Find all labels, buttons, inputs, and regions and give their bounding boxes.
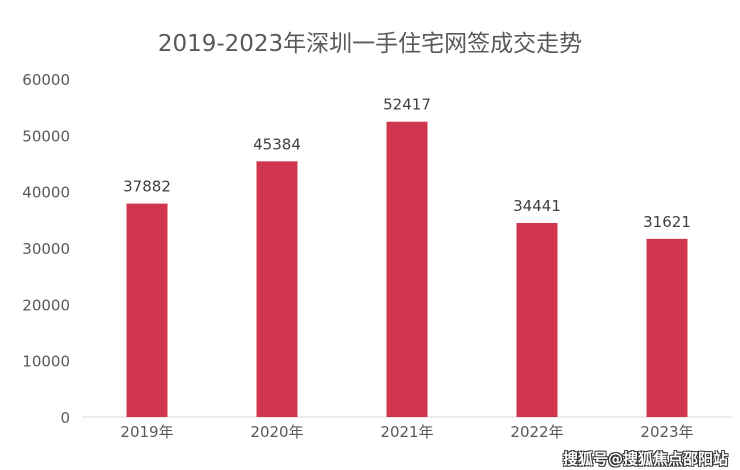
y-tick-label: 20000 [22,296,70,314]
data-label: 37882 [123,178,171,196]
x-tick-label: 2022年 [510,423,563,441]
y-tick-label: 10000 [22,353,70,371]
x-tick-label: 2021年 [380,423,433,441]
y-tick-label: 50000 [22,127,70,145]
y-tick-label: 40000 [22,184,70,202]
y-tick-label: 60000 [22,71,70,89]
data-label: 34441 [513,197,561,215]
data-label: 45384 [253,135,301,153]
bar [256,161,298,417]
y-tick-label: 0 [60,409,70,427]
chart-title: 2019-2023年深圳一手住宅网签成交走势 [157,31,583,57]
data-label: 52417 [383,96,431,114]
bar [646,238,688,417]
x-tick-label: 2023年 [640,423,693,441]
bar [516,222,558,417]
data-label: 31621 [643,213,691,231]
bar [386,121,428,418]
watermark: 搜狐号@搜狐焦点邵阳站 [563,450,729,468]
bar [126,203,168,417]
x-tick-label: 2019年 [120,423,173,441]
x-tick-label: 2020年 [250,423,303,441]
y-tick-label: 30000 [22,240,70,258]
